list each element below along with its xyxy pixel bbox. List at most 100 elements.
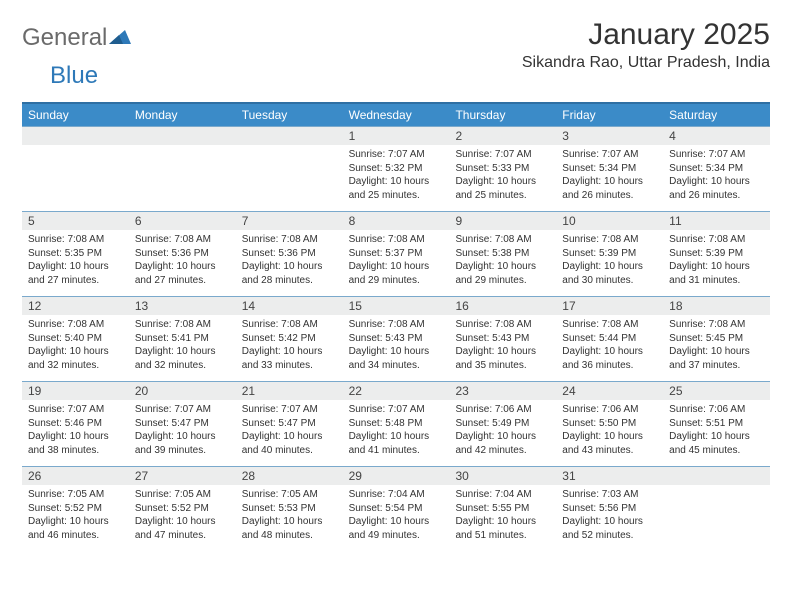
- sunset-line: Sunset: 5:51 PM: [669, 417, 764, 431]
- day-cell: 10Sunrise: 7:08 AMSunset: 5:39 PMDayligh…: [556, 212, 663, 296]
- logo-text-1: General: [22, 24, 107, 52]
- weekday-header-row: SundayMondayTuesdayWednesdayThursdayFrid…: [22, 102, 770, 126]
- daylight-line-2: and 29 minutes.: [455, 274, 550, 288]
- daylight-line-2: and 42 minutes.: [455, 444, 550, 458]
- day-number: 31: [556, 467, 663, 485]
- daylight-line-1: Daylight: 10 hours: [349, 175, 444, 189]
- day-body: [663, 485, 770, 545]
- day-body: Sunrise: 7:08 AMSunset: 5:44 PMDaylight:…: [556, 315, 663, 378]
- day-number: 2: [449, 127, 556, 145]
- day-number: 8: [343, 212, 450, 230]
- sunset-line: Sunset: 5:56 PM: [562, 502, 657, 516]
- daylight-line-2: and 27 minutes.: [28, 274, 123, 288]
- daylight-line-1: Daylight: 10 hours: [669, 260, 764, 274]
- daylight-line-1: Daylight: 10 hours: [349, 260, 444, 274]
- sunset-line: Sunset: 5:40 PM: [28, 332, 123, 346]
- daylight-line-2: and 45 minutes.: [669, 444, 764, 458]
- day-body: [236, 145, 343, 205]
- day-body: Sunrise: 7:04 AMSunset: 5:54 PMDaylight:…: [343, 485, 450, 548]
- day-number: [663, 467, 770, 485]
- daylight-line-1: Daylight: 10 hours: [242, 345, 337, 359]
- daylight-line-1: Daylight: 10 hours: [455, 260, 550, 274]
- sunset-line: Sunset: 5:47 PM: [242, 417, 337, 431]
- day-cell: 19Sunrise: 7:07 AMSunset: 5:46 PMDayligh…: [22, 382, 129, 466]
- daylight-line-2: and 43 minutes.: [562, 444, 657, 458]
- day-cell: [22, 127, 129, 211]
- daylight-line-2: and 38 minutes.: [28, 444, 123, 458]
- day-body: Sunrise: 7:07 AMSunset: 5:33 PMDaylight:…: [449, 145, 556, 208]
- sunrise-line: Sunrise: 7:07 AM: [349, 403, 444, 417]
- sunrise-line: Sunrise: 7:05 AM: [135, 488, 230, 502]
- daylight-line-1: Daylight: 10 hours: [562, 515, 657, 529]
- sunrise-line: Sunrise: 7:08 AM: [669, 318, 764, 332]
- day-body: Sunrise: 7:08 AMSunset: 5:43 PMDaylight:…: [343, 315, 450, 378]
- sunrise-line: Sunrise: 7:06 AM: [455, 403, 550, 417]
- day-body: Sunrise: 7:08 AMSunset: 5:40 PMDaylight:…: [22, 315, 129, 378]
- daylight-line-1: Daylight: 10 hours: [135, 430, 230, 444]
- day-number: 9: [449, 212, 556, 230]
- day-number: 14: [236, 297, 343, 315]
- day-number: 13: [129, 297, 236, 315]
- daylight-line-1: Daylight: 10 hours: [28, 515, 123, 529]
- sunrise-line: Sunrise: 7:08 AM: [562, 233, 657, 247]
- daylight-line-2: and 40 minutes.: [242, 444, 337, 458]
- daylight-line-2: and 32 minutes.: [135, 359, 230, 373]
- day-cell: 5Sunrise: 7:08 AMSunset: 5:35 PMDaylight…: [22, 212, 129, 296]
- day-number: 25: [663, 382, 770, 400]
- weekday-header: Friday: [556, 104, 663, 126]
- sunset-line: Sunset: 5:36 PM: [242, 247, 337, 261]
- daylight-line-1: Daylight: 10 hours: [455, 430, 550, 444]
- day-cell: 7Sunrise: 7:08 AMSunset: 5:36 PMDaylight…: [236, 212, 343, 296]
- daylight-line-2: and 29 minutes.: [349, 274, 444, 288]
- day-number: 1: [343, 127, 450, 145]
- day-number: 4: [663, 127, 770, 145]
- sunrise-line: Sunrise: 7:08 AM: [349, 233, 444, 247]
- daylight-line-2: and 32 minutes.: [28, 359, 123, 373]
- day-body: Sunrise: 7:05 AMSunset: 5:53 PMDaylight:…: [236, 485, 343, 548]
- day-number: 23: [449, 382, 556, 400]
- daylight-line-2: and 25 minutes.: [455, 189, 550, 203]
- daylight-line-1: Daylight: 10 hours: [242, 430, 337, 444]
- sunset-line: Sunset: 5:54 PM: [349, 502, 444, 516]
- day-body: Sunrise: 7:08 AMSunset: 5:37 PMDaylight:…: [343, 230, 450, 293]
- daylight-line-2: and 47 minutes.: [135, 529, 230, 543]
- day-cell: 22Sunrise: 7:07 AMSunset: 5:48 PMDayligh…: [343, 382, 450, 466]
- daylight-line-1: Daylight: 10 hours: [455, 345, 550, 359]
- sunset-line: Sunset: 5:42 PM: [242, 332, 337, 346]
- daylight-line-1: Daylight: 10 hours: [242, 260, 337, 274]
- day-cell: 9Sunrise: 7:08 AMSunset: 5:38 PMDaylight…: [449, 212, 556, 296]
- day-cell: 18Sunrise: 7:08 AMSunset: 5:45 PMDayligh…: [663, 297, 770, 381]
- sunrise-line: Sunrise: 7:08 AM: [455, 318, 550, 332]
- daylight-line-1: Daylight: 10 hours: [135, 260, 230, 274]
- day-body: Sunrise: 7:06 AMSunset: 5:50 PMDaylight:…: [556, 400, 663, 463]
- day-body: Sunrise: 7:07 AMSunset: 5:34 PMDaylight:…: [556, 145, 663, 208]
- day-cell: 26Sunrise: 7:05 AMSunset: 5:52 PMDayligh…: [22, 467, 129, 551]
- day-cell: 16Sunrise: 7:08 AMSunset: 5:43 PMDayligh…: [449, 297, 556, 381]
- sunrise-line: Sunrise: 7:07 AM: [28, 403, 123, 417]
- sunrise-line: Sunrise: 7:08 AM: [135, 318, 230, 332]
- day-number: 16: [449, 297, 556, 315]
- day-number: 10: [556, 212, 663, 230]
- week-row: 26Sunrise: 7:05 AMSunset: 5:52 PMDayligh…: [22, 466, 770, 551]
- sunset-line: Sunset: 5:35 PM: [28, 247, 123, 261]
- weekday-header: Monday: [129, 104, 236, 126]
- day-number: 6: [129, 212, 236, 230]
- day-body: Sunrise: 7:08 AMSunset: 5:45 PMDaylight:…: [663, 315, 770, 378]
- day-cell: 17Sunrise: 7:08 AMSunset: 5:44 PMDayligh…: [556, 297, 663, 381]
- daylight-line-2: and 48 minutes.: [242, 529, 337, 543]
- day-cell: 31Sunrise: 7:03 AMSunset: 5:56 PMDayligh…: [556, 467, 663, 551]
- daylight-line-1: Daylight: 10 hours: [349, 430, 444, 444]
- sunrise-line: Sunrise: 7:08 AM: [562, 318, 657, 332]
- daylight-line-1: Daylight: 10 hours: [135, 515, 230, 529]
- day-cell: 12Sunrise: 7:08 AMSunset: 5:40 PMDayligh…: [22, 297, 129, 381]
- day-number: 24: [556, 382, 663, 400]
- day-body: Sunrise: 7:08 AMSunset: 5:41 PMDaylight:…: [129, 315, 236, 378]
- sunrise-line: Sunrise: 7:08 AM: [135, 233, 230, 247]
- day-number: 20: [129, 382, 236, 400]
- day-cell: 14Sunrise: 7:08 AMSunset: 5:42 PMDayligh…: [236, 297, 343, 381]
- daylight-line-2: and 36 minutes.: [562, 359, 657, 373]
- day-body: Sunrise: 7:07 AMSunset: 5:48 PMDaylight:…: [343, 400, 450, 463]
- location: Sikandra Rao, Uttar Pradesh, India: [522, 54, 770, 72]
- daylight-line-2: and 30 minutes.: [562, 274, 657, 288]
- sunrise-line: Sunrise: 7:06 AM: [562, 403, 657, 417]
